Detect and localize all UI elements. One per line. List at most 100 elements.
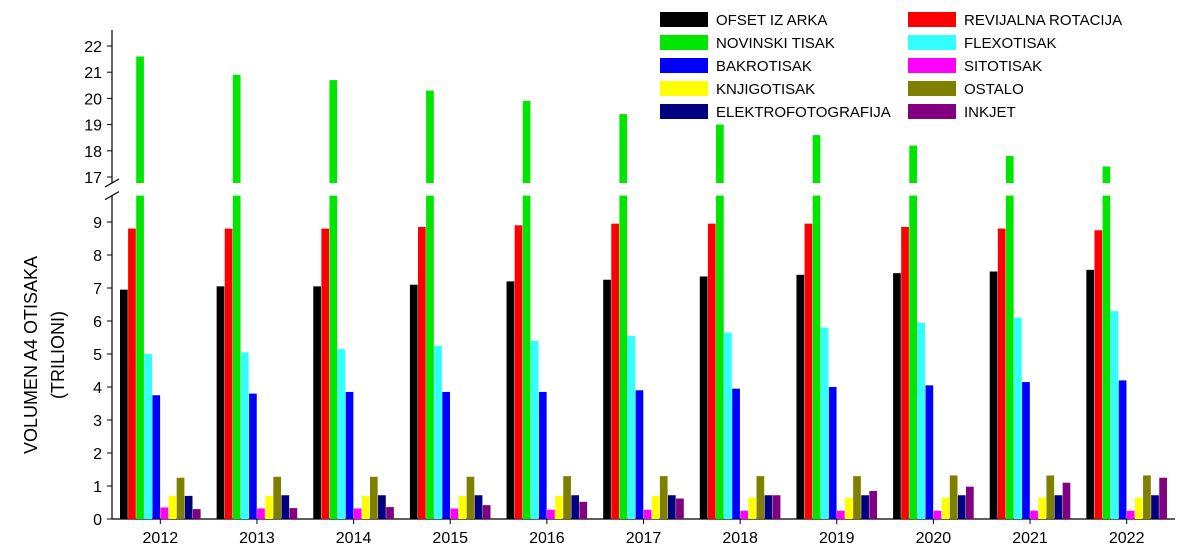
bar-novinski-tisak-2016-upper — [522, 101, 531, 183]
bar-elektrofotografija-2022 — [1151, 495, 1159, 519]
bar-flexotisak-2016 — [530, 340, 539, 519]
legend-swatch-inkjet — [908, 104, 956, 119]
x-tick-label: 2016 — [529, 530, 565, 547]
y-tick-label: 2 — [93, 446, 102, 463]
bar-ofset-iz-arka-2022 — [1086, 269, 1095, 519]
bar-ostalo-2016 — [563, 476, 571, 519]
y-tick-label: 7 — [93, 281, 102, 298]
bar-revijalna-rotacija-2012 — [128, 228, 136, 519]
x-tick-label: 2021 — [1012, 530, 1048, 547]
y-tick-label: 0 — [93, 512, 102, 529]
legend-label: SITOTISAK — [964, 58, 1042, 75]
legend-label: BAKROTISAK — [716, 58, 812, 75]
bar-flexotisak-2013 — [240, 352, 249, 519]
bar-novinski-tisak-2020-upper — [909, 145, 917, 183]
bar-ofset-iz-arka-2019 — [796, 274, 805, 519]
bar-ostalo-2015 — [466, 476, 475, 519]
bar-elektrofotografija-2012 — [184, 495, 193, 519]
bar-sitotisak-2014 — [353, 508, 362, 519]
legend-swatch-ostalo — [908, 81, 956, 96]
legend-swatch-bakrotisak — [660, 58, 708, 73]
bar-ostalo-2017 — [659, 476, 668, 519]
bar-ofset-iz-arka-2017 — [603, 279, 611, 519]
y-tick-label: 1 — [93, 479, 102, 496]
bar-elektrofotografija-2013 — [281, 495, 290, 519]
bars — [120, 56, 1167, 520]
bar-knjigotisak-2018 — [748, 497, 757, 519]
legend-label: NOVINSKI TISAK — [716, 35, 835, 52]
bar-novinski-tisak-2017-upper — [619, 114, 628, 183]
bar-sitotisak-2022 — [1126, 510, 1135, 519]
x-tick-label: 2022 — [1109, 530, 1145, 547]
bar-ofset-iz-arka-2013 — [216, 286, 225, 519]
bar-sitotisak-2019 — [836, 510, 845, 519]
x-tick-label: 2018 — [722, 530, 758, 547]
bar-ostalo-2012 — [176, 477, 185, 519]
bar-flexotisak-2022 — [1110, 311, 1119, 519]
y-tick-label: 17 — [84, 170, 102, 187]
bar-revijalna-rotacija-2015 — [418, 226, 426, 519]
x-tick-label: 2020 — [916, 530, 952, 547]
y-tick-label: 20 — [84, 91, 102, 108]
bar-knjigotisak-2016 — [555, 495, 563, 519]
bar-revijalna-rotacija-2018 — [707, 223, 716, 519]
x-tick-label: 2019 — [819, 530, 855, 547]
bar-sitotisak-2015 — [450, 508, 459, 519]
bar-inkjet-2015 — [482, 505, 491, 519]
bar-ofset-iz-arka-2016 — [506, 281, 515, 519]
y-tick-label: 8 — [93, 248, 102, 265]
bar-elektrofotografija-2021 — [1054, 495, 1063, 519]
bar-novinski-tisak-2014 — [329, 195, 338, 519]
bar-knjigotisak-2022 — [1134, 497, 1143, 519]
bar-knjigotisak-2014 — [361, 495, 370, 519]
bar-flexotisak-2014 — [337, 349, 346, 519]
bar-inkjet-2017 — [676, 498, 684, 519]
bar-novinski-tisak-2020 — [909, 195, 917, 519]
bar-flexotisak-2021 — [1014, 317, 1022, 519]
bar-flexotisak-2012 — [144, 354, 152, 519]
legend-label: OFSET IZ ARKA — [716, 12, 827, 29]
bar-knjigotisak-2015 — [458, 495, 467, 519]
bar-novinski-tisak-2015-upper — [426, 90, 434, 183]
x-tick-label: 2013 — [239, 530, 275, 547]
x-tick-label: 2014 — [336, 530, 372, 547]
bar-bakrotisak-2020 — [925, 385, 934, 519]
bar-sitotisak-2020 — [933, 510, 942, 519]
bar-novinski-tisak-2014-upper — [329, 80, 338, 183]
y-tick-label: 9 — [93, 215, 102, 232]
bar-bakrotisak-2013 — [249, 393, 257, 519]
bar-novinski-tisak-2018-upper — [716, 124, 724, 183]
x-tick-label: 2017 — [626, 530, 662, 547]
x-tick-label: 2012 — [143, 530, 179, 547]
bar-flexotisak-2017 — [627, 335, 636, 519]
bar-ofset-iz-arka-2015 — [409, 284, 418, 519]
bar-bakrotisak-2019 — [828, 387, 837, 519]
axis-break-mark — [104, 191, 120, 201]
y-tick-label: 18 — [84, 144, 102, 161]
x-tick-label: 2015 — [432, 530, 468, 547]
legend-label: ELEKTROFOTOGRAFIJA — [716, 104, 891, 121]
legend-label: REVIJALNA ROTACIJA — [964, 12, 1122, 29]
bar-knjigotisak-2013 — [265, 495, 273, 519]
bar-novinski-tisak-2013-upper — [232, 74, 241, 183]
bar-revijalna-rotacija-2013 — [224, 228, 233, 519]
bar-knjigotisak-2021 — [1038, 497, 1047, 519]
bar-knjigotisak-2020 — [941, 497, 950, 519]
legend-swatch-sitotisak — [908, 58, 956, 73]
y-axis-title-line-1: VOLUMEN A4 OTISAKA — [21, 256, 41, 454]
bar-revijalna-rotacija-2017 — [611, 223, 619, 519]
bar-sitotisak-2017 — [643, 509, 652, 519]
bar-revijalna-rotacija-2022 — [1094, 230, 1103, 519]
bar-elektrofotografija-2018 — [764, 495, 773, 519]
bar-inkjet-2016 — [579, 501, 588, 519]
bar-sitotisak-2018 — [740, 510, 749, 519]
y-tick-label: 4 — [93, 380, 102, 397]
bar-bakrotisak-2021 — [1022, 382, 1030, 519]
bar-flexotisak-2019 — [820, 327, 829, 519]
bar-ostalo-2019 — [853, 476, 861, 519]
bar-bakrotisak-2014 — [345, 391, 354, 519]
bar-novinski-tisak-2022-upper — [1102, 166, 1111, 183]
bar-inkjet-2013 — [289, 508, 298, 519]
